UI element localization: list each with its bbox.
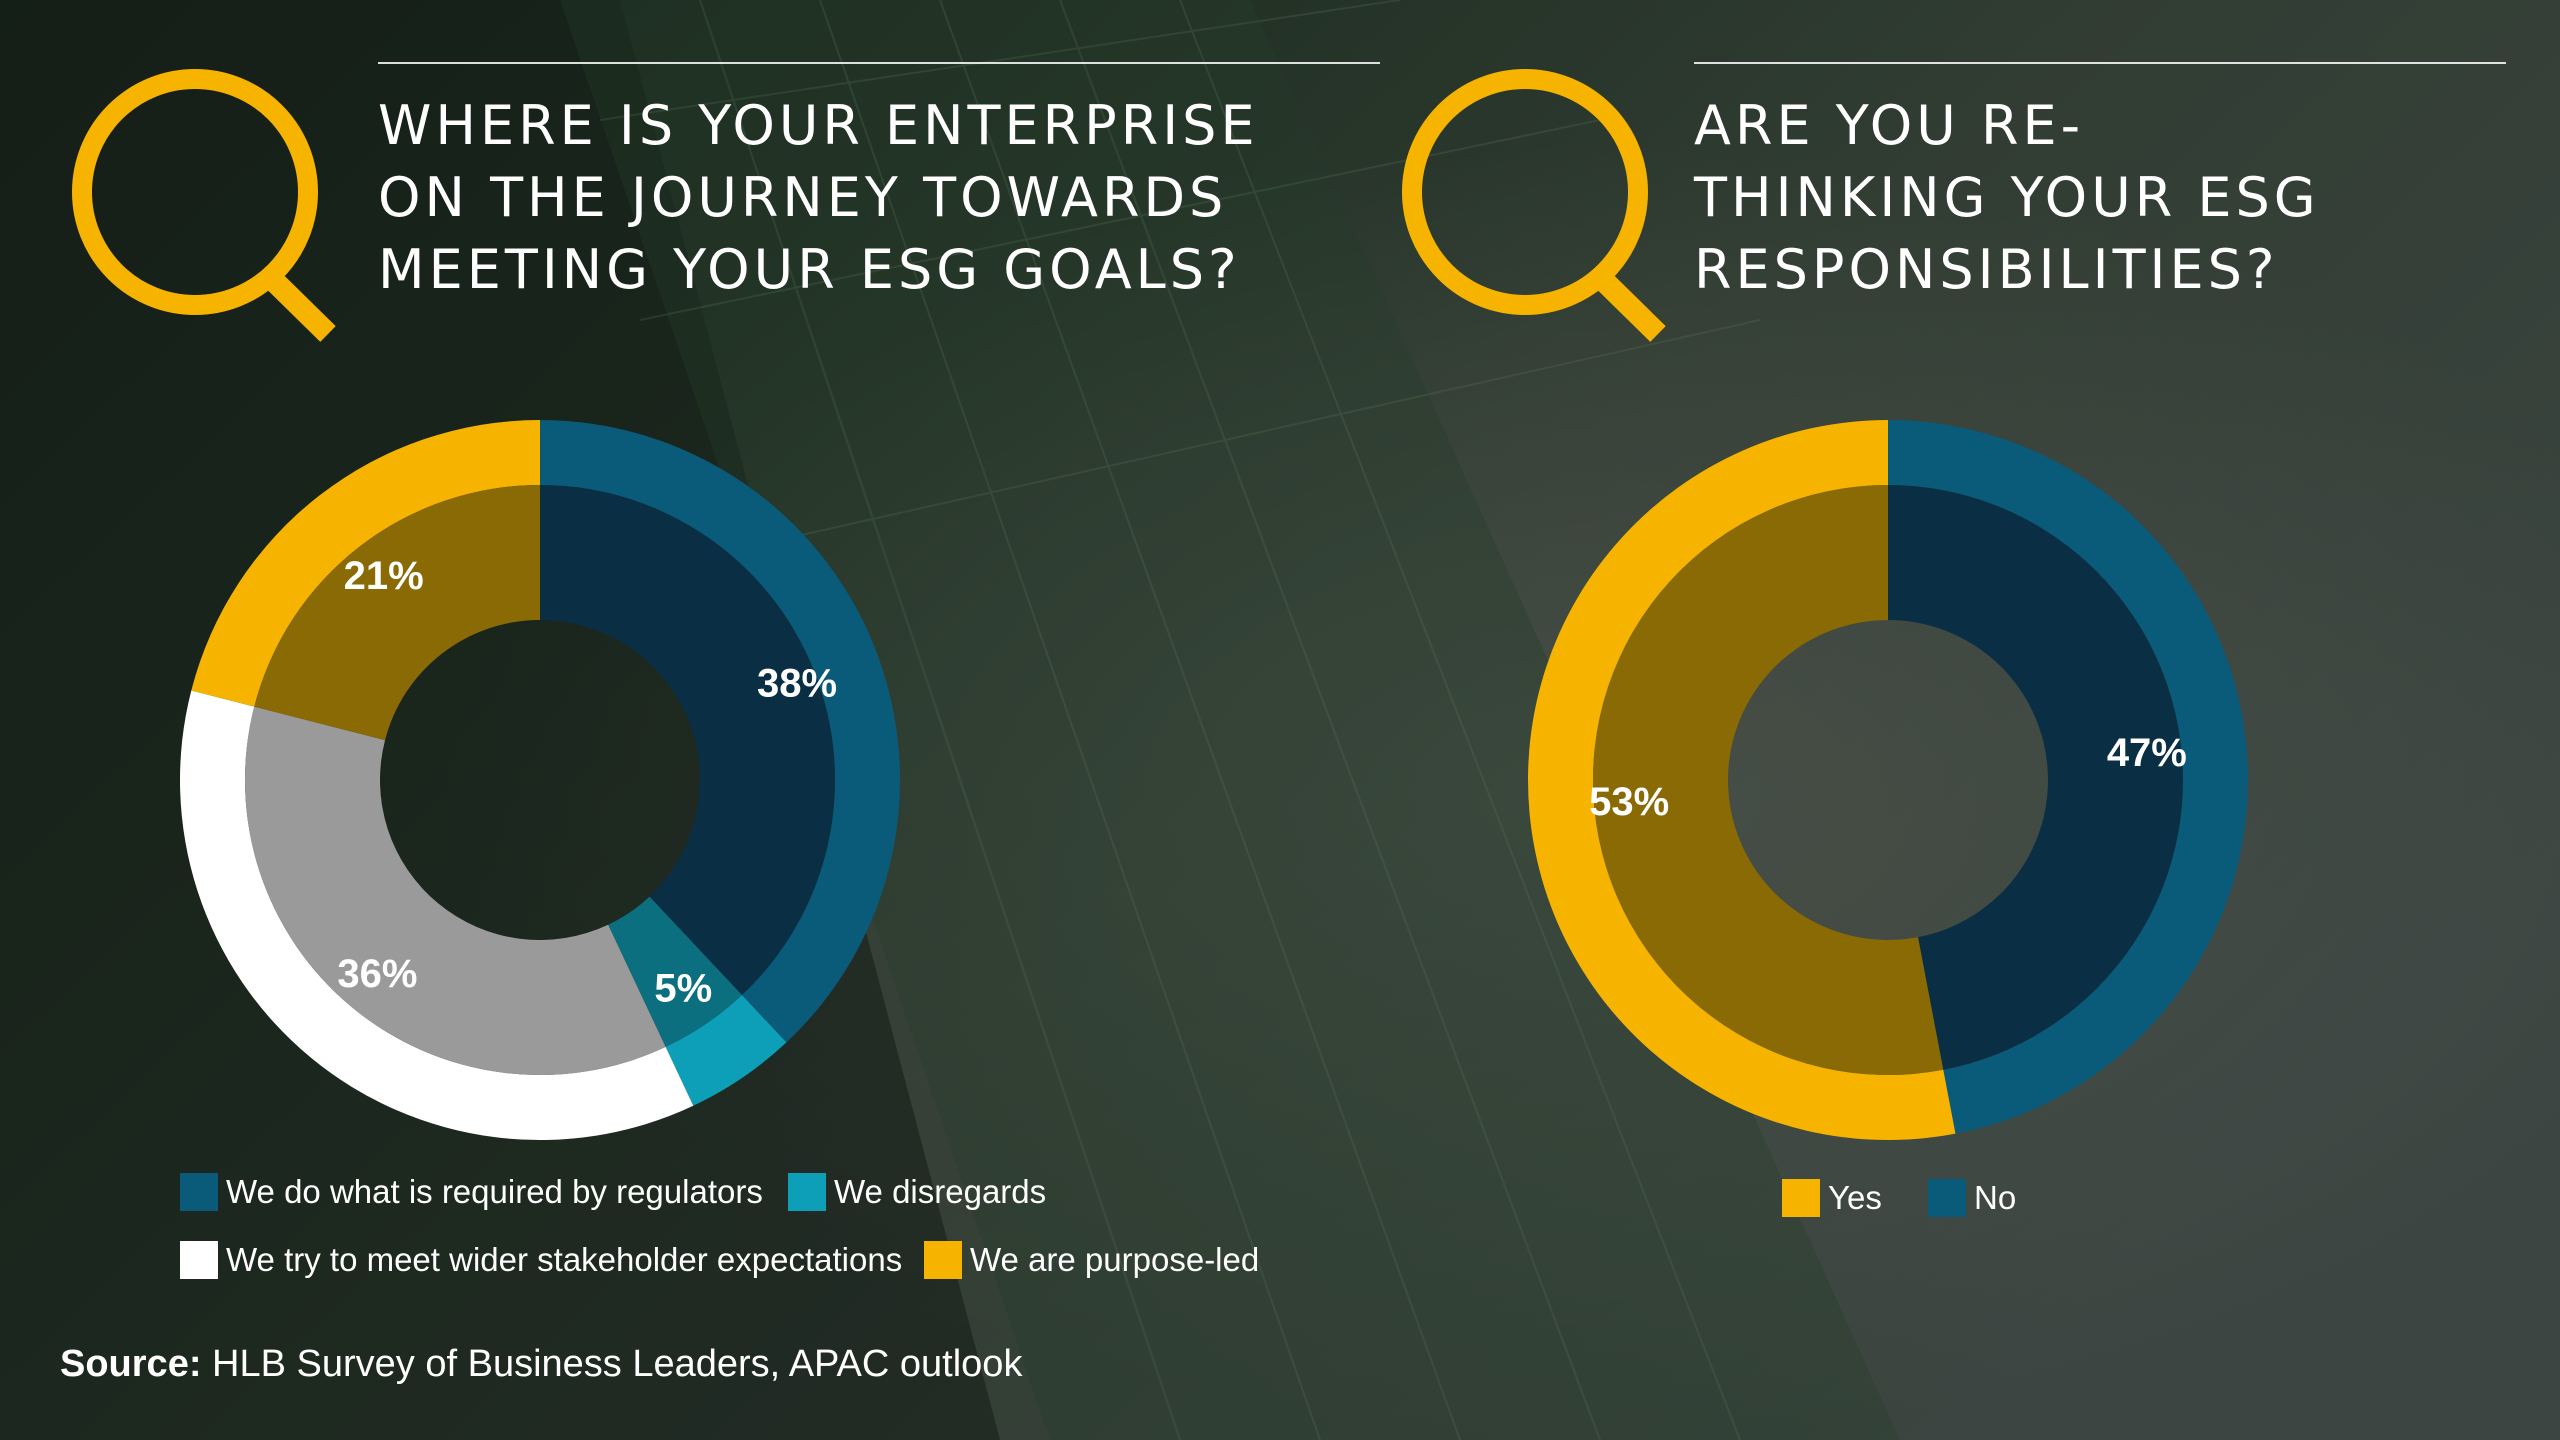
legend-label: We disregards [834,1173,1047,1210]
data-label-we-try-to-meet-wider-stakeholder-expectations: 36% [337,952,417,996]
legend-swatch [924,1241,962,1279]
legend-item-no: No [1928,1178,2016,1218]
slice-inner-yes [1592,485,1944,1075]
data-label-yes: 53% [1589,780,1669,824]
legend-swatch [1782,1179,1820,1217]
esg-journey-donut-chart: 38% 5% 36% 21% [180,420,901,1140]
slice-outer-we-try-to-meet-wider-stakeholder-expectations [180,690,694,1140]
legend-label: We do what is required by regulators [226,1173,763,1210]
legend-label: No [1974,1179,2017,1216]
data-label-we-disregards: 5% [654,966,712,1010]
legend-item-regulators: We do what is required by regulators [180,1172,763,1212]
source-note: Source: HLB Survey of Business Leaders, … [60,1340,1022,1388]
right-header-rule [1694,62,2506,64]
esg-rethinking-donut-chart: 47% 53% [1528,420,2249,1140]
slice-inner-no [1888,485,2183,1070]
slice-inner-we-try-to-meet-wider-stakeholder-expectations [244,706,666,1075]
legend-swatch [788,1173,826,1211]
legend-item-disregards: We disregards [788,1172,1046,1212]
data-label-we-do-what-is-required-by-regulators: 38% [757,662,837,706]
legend-swatch [180,1173,218,1211]
left-header-rule [378,62,1380,64]
slice-outer-we-disregards [665,995,787,1106]
legend-label: Yes [1828,1179,1882,1216]
q-letter-icon [1402,69,1666,342]
slice-inner-we-do-what-is-required-by-regulators [540,485,835,996]
legend-label: We try to meet wider stakeholder expecta… [226,1241,903,1278]
left-question-title: WHERE IS YOUR ENTERPRISE ON THE JOURNEY … [378,94,1259,301]
slice-inner-we-are-purpose-led [254,485,540,741]
legend-swatch [1928,1179,1966,1217]
data-label-we-are-purpose-led: 21% [344,554,424,598]
right-question-title: ARE YOU RE- THINKING YOUR ESG RESPONSIBI… [1694,94,2320,301]
source-text: HLB Survey of Business Leaders, APAC out… [212,1343,1023,1385]
legend-swatch [180,1241,218,1279]
slice-outer-no [1888,420,2249,1134]
legend-label: We are purpose-led [970,1241,1260,1278]
slice-inner-we-disregards [608,896,742,1047]
legend-item-yes: Yes [1782,1178,1882,1218]
source-label: Source: [60,1343,202,1385]
slice-outer-we-do-what-is-required-by-regulators [540,420,901,1043]
q-letter-icon [72,69,336,342]
slice-outer-we-are-purpose-led [191,420,540,707]
data-label-no: 47% [2107,731,2187,775]
legend-item-stakeholders: We try to meet wider stakeholder expecta… [180,1240,902,1280]
legend-item-purpose-led: We are purpose-led [924,1240,1259,1280]
slice-outer-yes [1528,420,1956,1140]
